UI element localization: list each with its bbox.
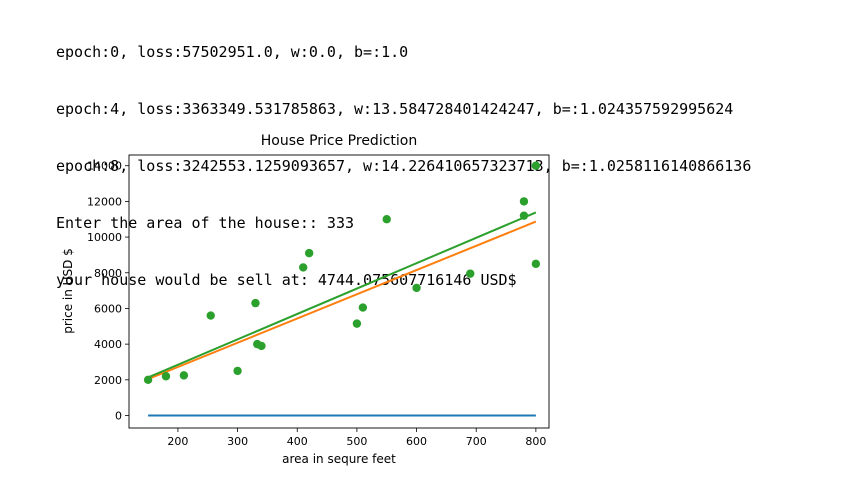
data-point (299, 263, 308, 272)
y-axis-label: price in USD $ (61, 248, 75, 334)
data-point (466, 269, 475, 278)
x-tick-label: 200 (167, 435, 188, 448)
chart-title: House Price Prediction (261, 133, 417, 149)
y-tick-label: 2000 (94, 374, 122, 387)
data-point (161, 372, 171, 381)
y-tick-label: 10000 (87, 231, 122, 244)
data-point (206, 311, 215, 320)
data-point (143, 375, 153, 385)
console-line: Enter the area of the house:: 333 (56, 214, 355, 232)
data-point (519, 197, 529, 206)
x-tick-label: 700 (466, 435, 487, 448)
x-tick-label: 400 (287, 435, 308, 448)
data-point (304, 248, 314, 258)
y-tick-label: 4000 (94, 338, 122, 351)
data-point (531, 161, 541, 170)
data-point (531, 259, 541, 269)
axes-frame (128, 154, 550, 429)
y-tick-label: 6000 (94, 302, 122, 315)
console-line: your house would be sell at: 4744.075607… (56, 271, 517, 289)
console-line: epoch:4, loss:3363349.531785863, w:13.58… (56, 100, 734, 118)
x-tick-label: 800 (525, 435, 546, 448)
data-point (412, 283, 421, 293)
x-tick-label: 600 (406, 435, 427, 448)
y-tick-label: 8000 (94, 267, 122, 280)
regression-line (147, 220, 537, 381)
console-line: epoch:0, loss:57502951.0, w:0.0, b=:1.0 (56, 43, 409, 61)
x-tick-label: 500 (346, 435, 367, 448)
data-point (179, 371, 189, 380)
data-point (233, 366, 242, 376)
console-line: epoch:8, loss:3242553.1259093657, w:14.2… (56, 157, 752, 175)
data-point (257, 341, 266, 351)
y-tick-label: 0 (115, 410, 122, 423)
y-tick-label: 14000 (87, 160, 122, 173)
house-price-chart: House Price Prediction 200 300 400 500 600 70… (61, 133, 550, 466)
regression-line (147, 211, 537, 379)
data-point (382, 215, 391, 224)
x-tick-label: 300 (227, 435, 248, 448)
plot-area (143, 161, 541, 417)
data-point (519, 211, 529, 220)
x-axis-label: area in sequre feet (282, 452, 396, 466)
console-output: epoch:0, loss:57502951.0, w:0.0, b=:1.0 … (56, 5, 751, 309)
data-point (358, 303, 368, 312)
data-point (352, 319, 362, 328)
data-point (251, 298, 260, 308)
axis-ticks: 200 300 400 500 600 700 8000200040006000800010… (87, 160, 546, 448)
y-tick-label: 12000 (87, 195, 122, 208)
